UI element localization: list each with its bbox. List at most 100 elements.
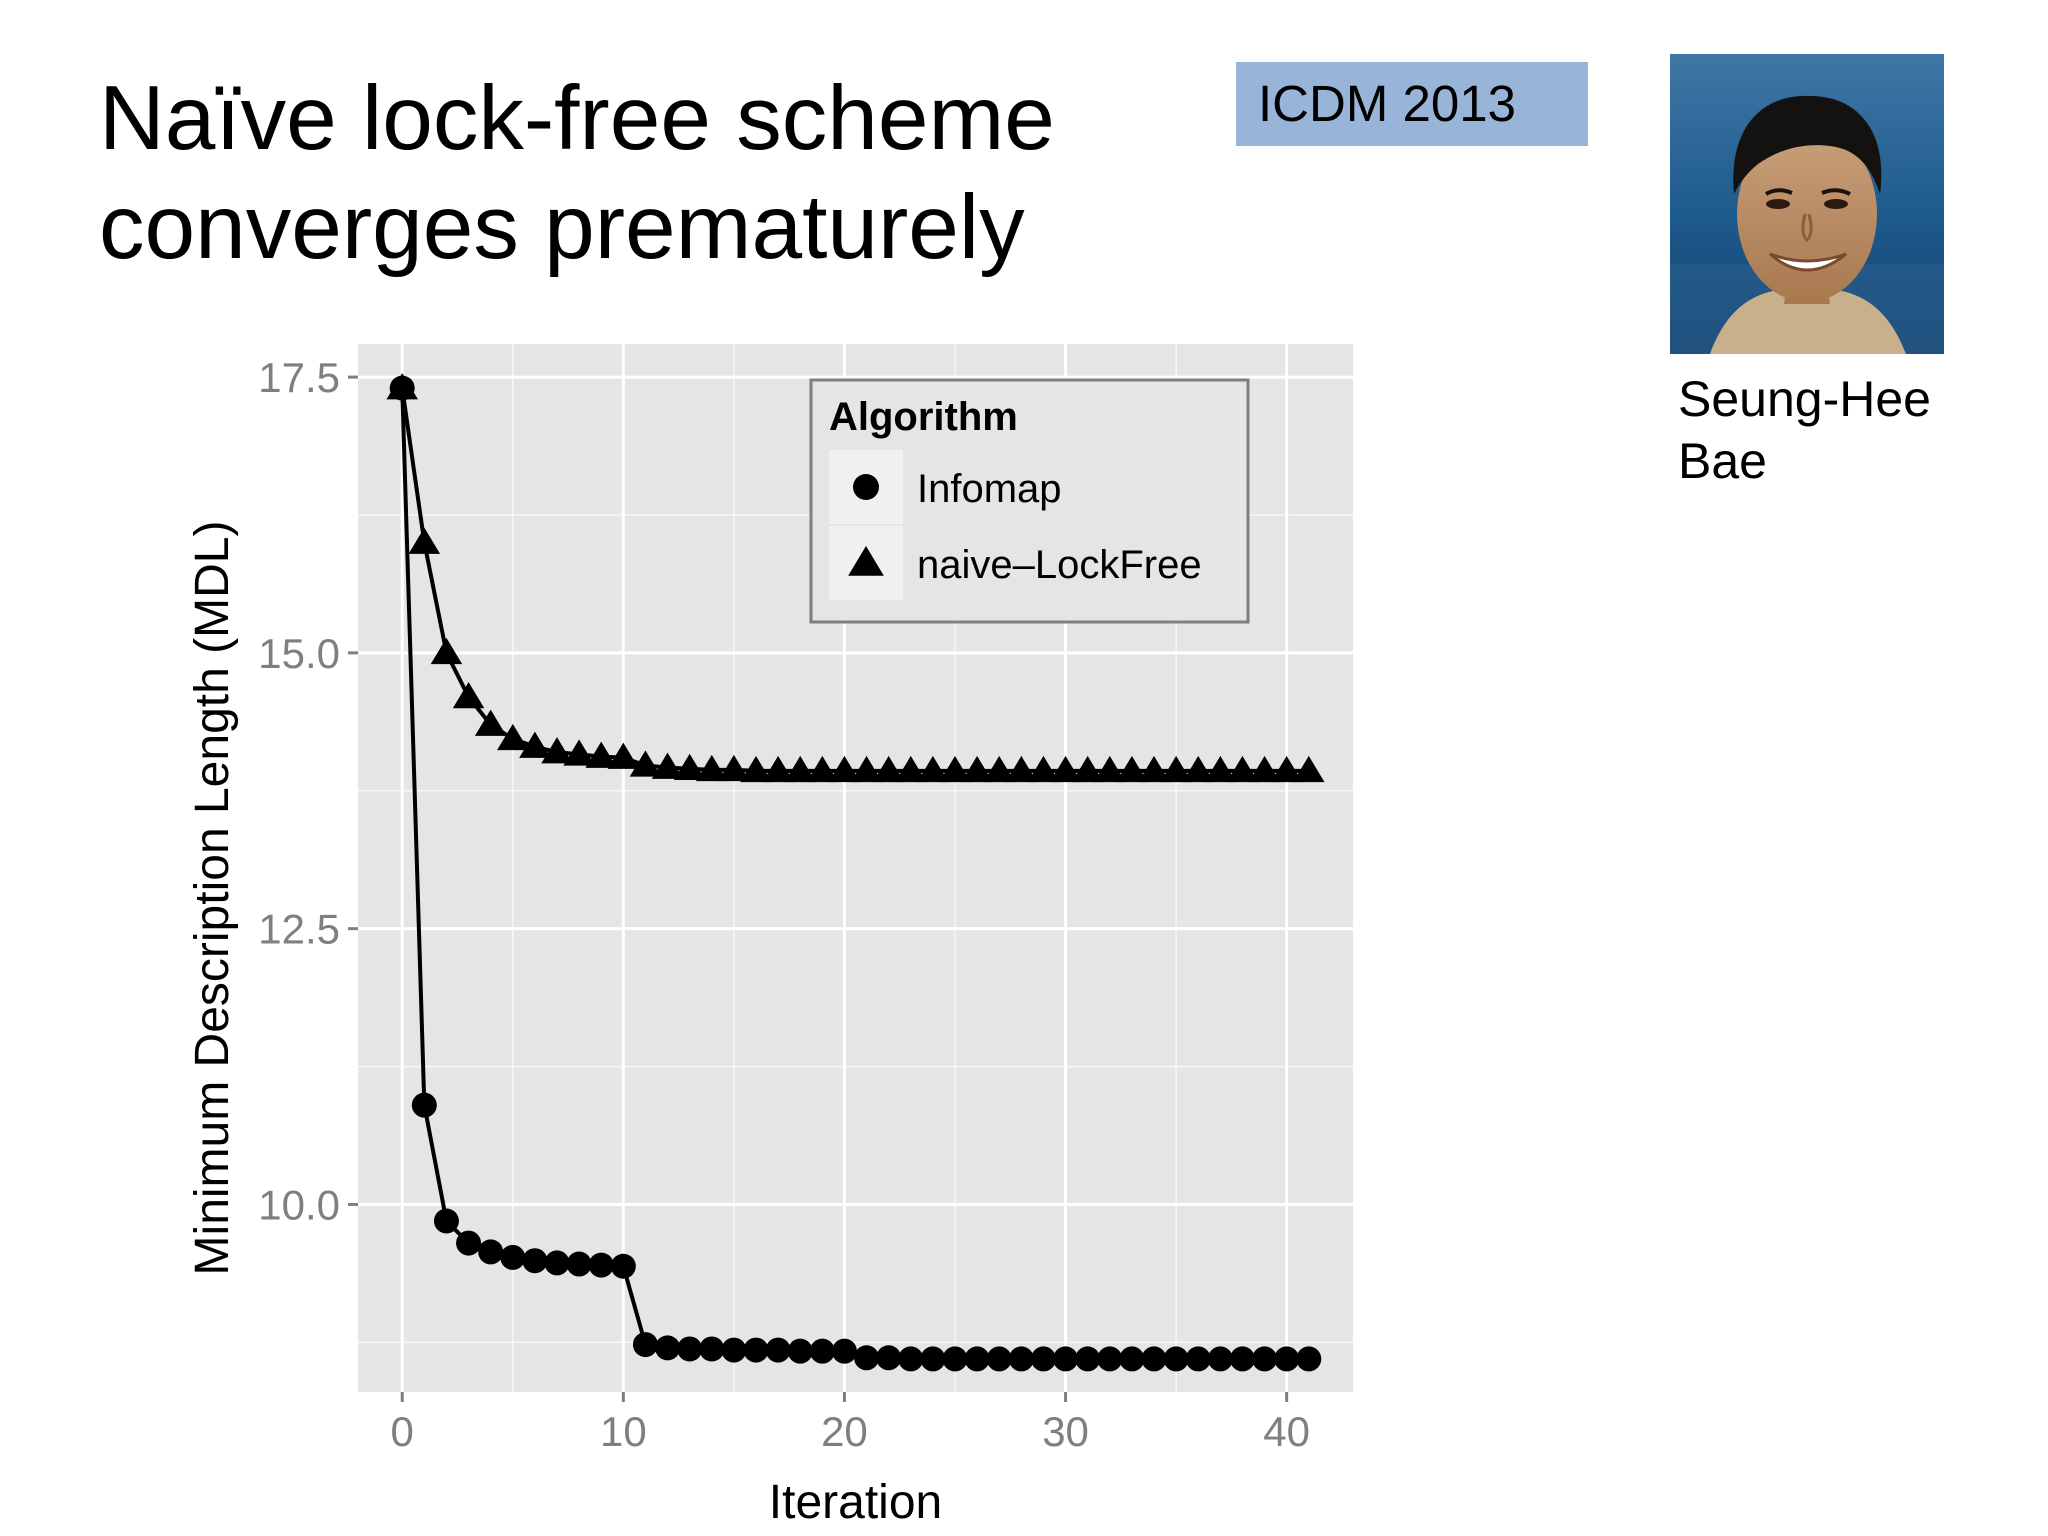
person-photo-icon — [1670, 54, 1944, 354]
data-point-naive-lockfree — [1138, 755, 1170, 783]
data-point-naive-lockfree — [1027, 755, 1060, 783]
data-point-infomap — [964, 1346, 990, 1372]
data-point-infomap — [1229, 1346, 1255, 1372]
data-point-naive-lockfree — [828, 755, 861, 783]
data-point-naive-lockfree — [541, 737, 573, 764]
x-tick-label: 30 — [1042, 1408, 1089, 1455]
data-point-infomap — [1053, 1346, 1079, 1372]
data-point-infomap — [610, 1253, 636, 1279]
data-point-naive-lockfree — [585, 741, 617, 768]
data-point-naive-lockfree — [651, 752, 684, 779]
data-point-naive-lockfree — [850, 755, 883, 783]
y-tick-label: 10.0 — [258, 1181, 340, 1228]
data-point-naive-lockfree — [629, 750, 662, 777]
data-point-naive-lockfree — [718, 754, 750, 782]
data-point-naive-lockfree — [1270, 755, 1303, 783]
data-point-infomap — [544, 1250, 570, 1276]
data-point-naive-lockfree — [696, 754, 728, 782]
data-point-naive-lockfree — [563, 739, 595, 766]
data-point-infomap — [898, 1346, 924, 1372]
data-point-naive-lockfree — [917, 755, 949, 783]
legend-triangle-marker — [848, 546, 884, 576]
y-tick-label: 15.0 — [258, 630, 340, 677]
data-point-infomap — [522, 1248, 548, 1274]
data-point-infomap — [699, 1336, 725, 1362]
data-point-infomap — [500, 1244, 526, 1270]
venue-badge: ICDM 2013 — [1236, 62, 1588, 146]
data-point-naive-lockfree — [961, 755, 993, 783]
data-point-infomap — [632, 1332, 658, 1358]
data-point-naive-lockfree — [806, 755, 839, 783]
chart: 0 10 20 30 40 10.0 12.5 15.0 17.5 Algorithm Info… — [160, 320, 1360, 1529]
data-point-naive-lockfree — [1182, 755, 1214, 783]
data-point-infomap — [854, 1345, 880, 1371]
data-point-naive-lockfree — [784, 755, 816, 783]
mdl-line-chart: 0 10 20 30 40 10.0 12.5 15.0 17.5 Algorithm Info… — [186, 344, 1353, 1529]
legend-title: Algorithm — [829, 395, 1018, 439]
data-point-infomap — [1141, 1346, 1167, 1372]
data-point-infomap — [1008, 1346, 1034, 1372]
legend[interactable]: Algorithm Infomap naive–LockFree — [809, 378, 1250, 624]
data-point-infomap — [566, 1251, 592, 1277]
person-name-line-2: Bae — [1678, 433, 1767, 489]
data-point-infomap — [677, 1336, 703, 1362]
data-point-naive-lockfree — [1071, 755, 1104, 783]
data-point-infomap — [433, 1208, 459, 1234]
data-point-naive-lockfree — [1160, 755, 1192, 783]
avatar — [1670, 54, 1944, 354]
data-point-naive-lockfree — [452, 682, 485, 709]
data-point-naive-lockfree — [1094, 755, 1126, 783]
axes: 0 10 20 30 40 10.0 12.5 15.0 17.5 — [258, 354, 1310, 1455]
x-tick-label: 10 — [600, 1408, 647, 1455]
legend-label-naive-lockfree: naive–LockFree — [917, 543, 1202, 587]
data-point-naive-lockfree — [740, 755, 772, 783]
data-point-naive-lockfree — [1116, 755, 1148, 783]
data-point-infomap — [456, 1230, 482, 1256]
data-point-infomap — [743, 1337, 769, 1363]
data-point-infomap — [1163, 1346, 1189, 1372]
data-point-naive-lockfree — [607, 742, 640, 769]
data-point-infomap — [411, 1092, 437, 1118]
data-point-naive-lockfree — [872, 755, 905, 783]
data-point-infomap — [1274, 1346, 1300, 1372]
data-point-infomap — [655, 1335, 681, 1361]
data-point-infomap — [1030, 1346, 1056, 1372]
person-name-line-1: Seung-Hee — [1678, 371, 1931, 427]
data-point-naive-lockfree — [895, 755, 927, 783]
data-point-naive-lockfree — [1204, 755, 1237, 783]
y-axis-title: Minimum Description Length (MDL) — [186, 521, 239, 1276]
y-tick-label: 17.5 — [258, 354, 340, 401]
slide-title-line-1: Naïve lock-free scheme — [99, 68, 1055, 169]
data-point-infomap — [478, 1239, 504, 1265]
data-point-infomap — [787, 1338, 813, 1364]
data-point-naive-lockfree — [519, 731, 551, 758]
data-point-naive-lockfree — [1226, 755, 1259, 783]
legend-circle-marker — [853, 474, 879, 500]
slide-title: Naïve lock-free scheme converges prematu… — [99, 64, 1055, 282]
data-point-infomap — [1185, 1346, 1211, 1372]
data-point-naive-lockfree — [1049, 755, 1082, 783]
data-point-infomap — [920, 1346, 946, 1372]
data-point-naive-lockfree — [497, 723, 529, 751]
data-point-infomap — [1296, 1346, 1322, 1372]
x-tick-label: 20 — [821, 1408, 868, 1455]
data-point-infomap — [765, 1337, 791, 1363]
data-point-naive-lockfree — [474, 709, 507, 736]
data-point-infomap — [588, 1252, 614, 1278]
data-point-naive-lockfree — [430, 637, 463, 665]
data-point-infomap — [1119, 1346, 1145, 1372]
data-point-naive-lockfree — [673, 753, 706, 780]
data-point-infomap — [721, 1337, 747, 1363]
data-point-infomap — [876, 1345, 902, 1371]
data-point-naive-lockfree — [1005, 755, 1038, 783]
data-point-infomap — [831, 1338, 857, 1364]
data-point-infomap — [1075, 1346, 1101, 1372]
x-tick-label: 40 — [1263, 1408, 1310, 1455]
data-point-infomap — [986, 1346, 1012, 1372]
data-point-naive-lockfree — [1248, 755, 1281, 783]
data-point-infomap — [1097, 1346, 1123, 1372]
data-point-naive-lockfree — [983, 755, 1015, 783]
x-axis-title: Iteration — [769, 1476, 942, 1520]
data-point-infomap — [1252, 1346, 1278, 1372]
data-point-naive-lockfree — [1293, 755, 1325, 783]
